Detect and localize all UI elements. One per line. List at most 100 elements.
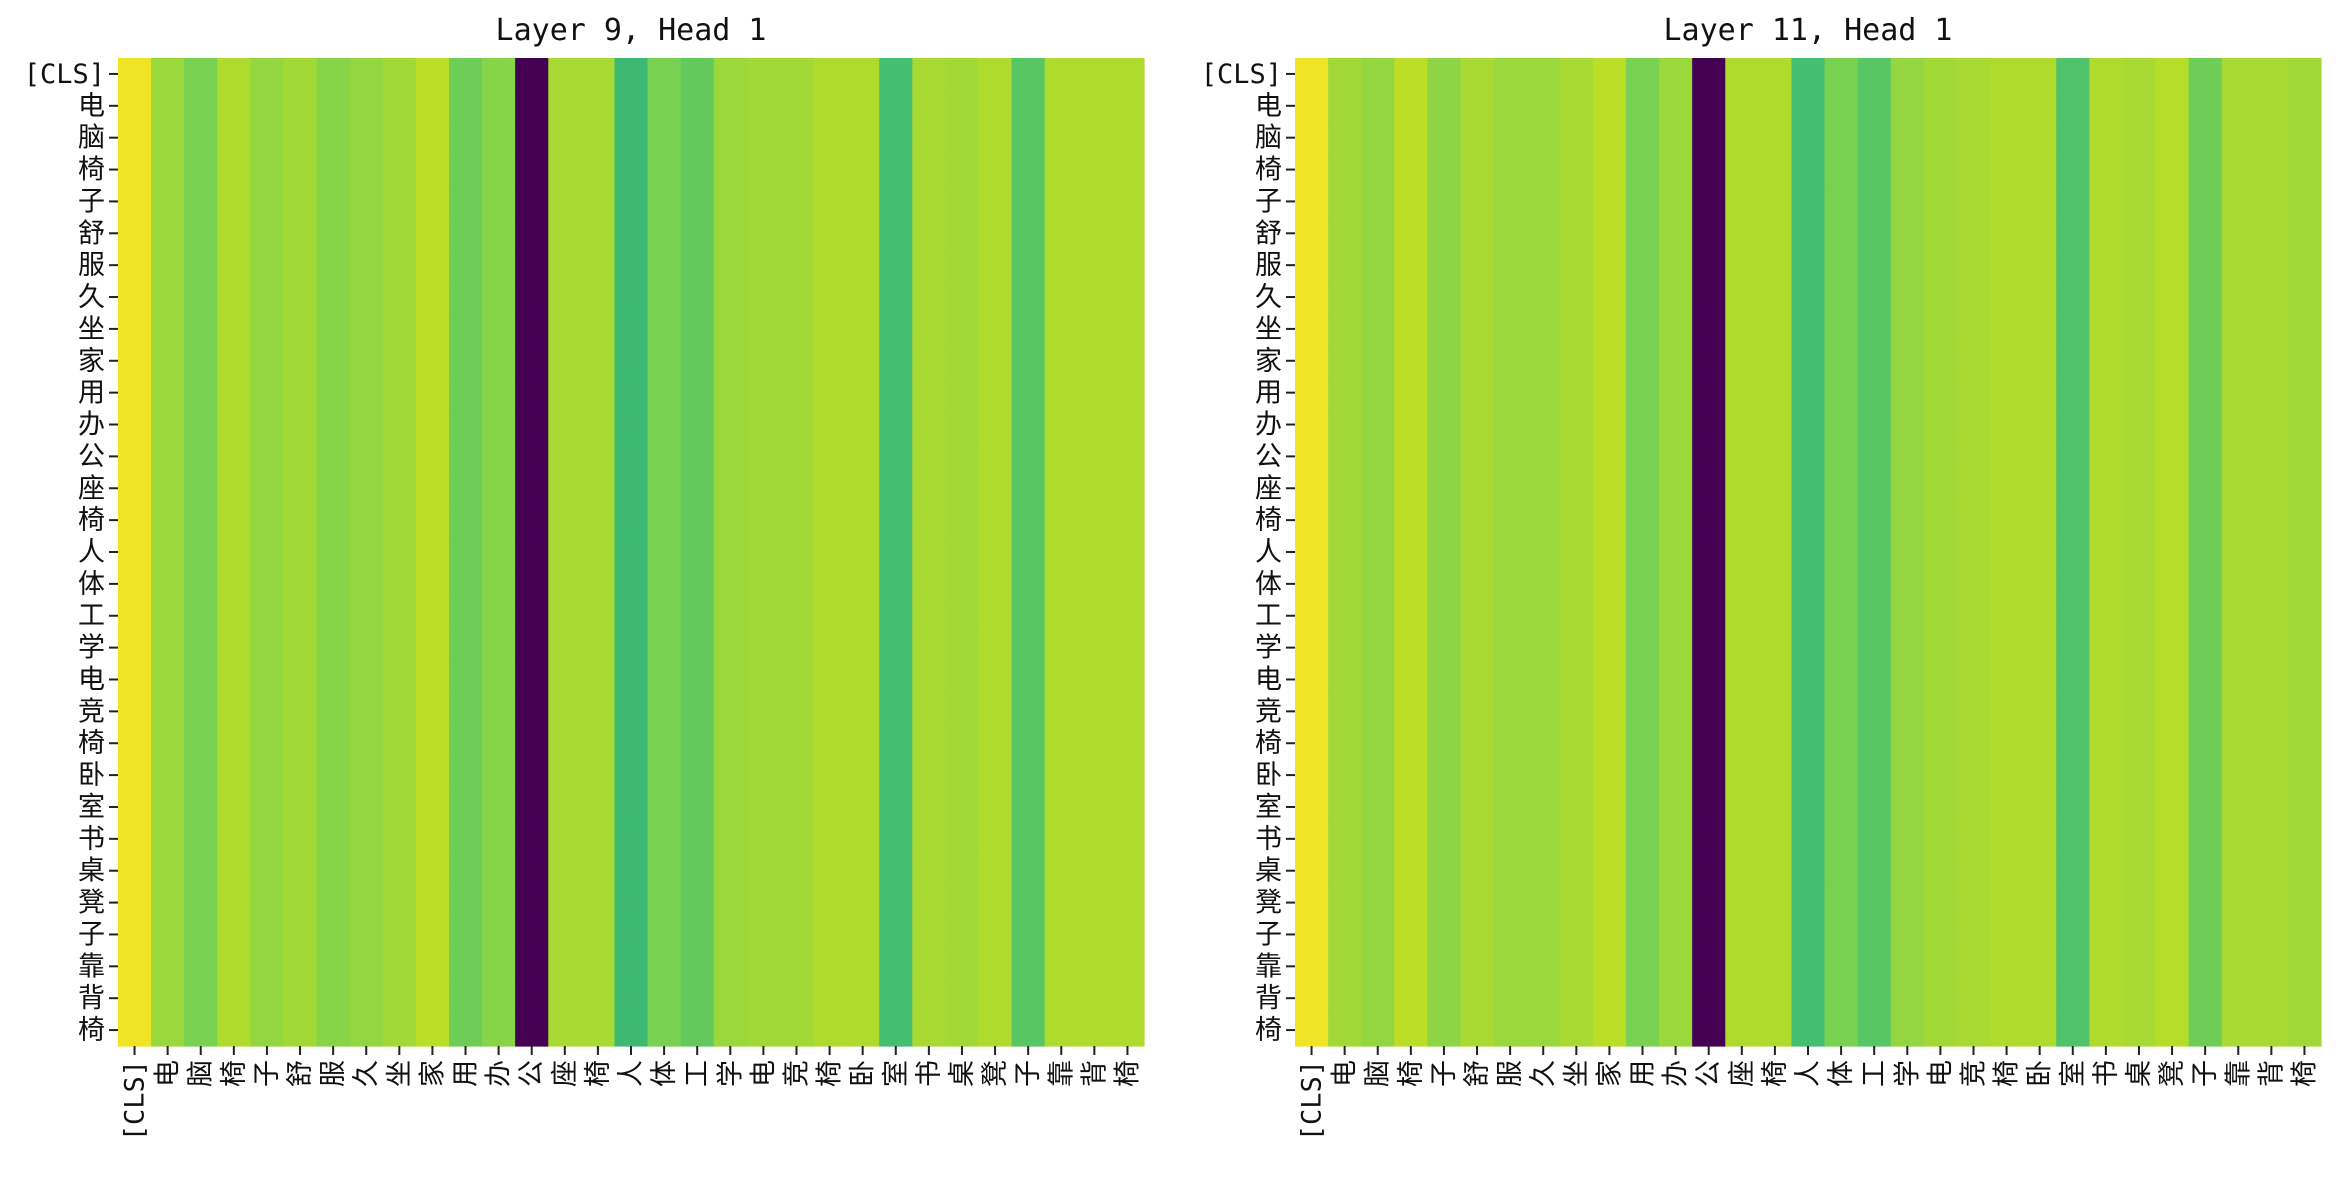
heatmap-cell	[846, 982, 880, 1015]
heatmap-cell	[548, 344, 582, 378]
heatmap-cell	[1427, 663, 1462, 697]
heatmap-cell	[1394, 854, 1428, 888]
heatmap-cell	[548, 822, 582, 856]
heatmap-cell	[1791, 886, 1826, 920]
heatmap-cell	[118, 344, 152, 378]
heatmap-cell	[118, 249, 152, 282]
heatmap-cell	[151, 599, 185, 633]
heatmap-cell	[680, 217, 715, 250]
heatmap-cell	[1526, 631, 1561, 665]
heatmap-cell	[184, 472, 218, 505]
heatmap-cell	[1295, 599, 1329, 633]
x-tick-label: 办	[484, 1060, 515, 1087]
heatmap-cell	[879, 950, 913, 983]
heatmap-cell	[680, 536, 715, 569]
heatmap-cell	[1077, 472, 1112, 505]
heatmap-cell	[813, 727, 847, 760]
heatmap-cell	[1295, 791, 1329, 824]
heatmap-cell	[945, 536, 980, 569]
heatmap-cell	[1659, 376, 1693, 410]
heatmap-cell	[1857, 153, 1892, 187]
heatmap-cell	[151, 982, 185, 1015]
y-tick-label: 书	[1255, 824, 1282, 855]
heatmap-cell	[1592, 504, 1627, 537]
heatmap-cell	[1956, 344, 1991, 378]
heatmap-cell	[1692, 950, 1726, 983]
heatmap-cell	[1394, 918, 1428, 951]
heatmap-cell	[316, 695, 351, 728]
heatmap-cell	[978, 1014, 1013, 1047]
heatmap-cell	[1044, 822, 1079, 856]
heatmap-cell	[614, 536, 649, 569]
heatmap-cell	[2155, 822, 2190, 856]
x-tick-label: 子	[252, 1060, 283, 1087]
heatmap-cell	[217, 185, 251, 218]
heatmap-cell	[2254, 982, 2289, 1015]
heatmap-cell	[1990, 791, 2024, 824]
heatmap-cell	[1460, 695, 1495, 728]
heatmap-cell	[2287, 376, 2322, 410]
heatmap-cell	[548, 504, 582, 537]
heatmap-cell	[1044, 58, 1079, 91]
heatmap-cell	[1758, 886, 1793, 920]
heatmap-cell	[217, 536, 251, 569]
heatmap-cell	[1692, 854, 1726, 888]
heatmap-cell	[713, 854, 748, 888]
heatmap-cell	[515, 599, 549, 633]
heatmap-cell	[1758, 631, 1793, 665]
heatmap-cell	[2089, 185, 2124, 218]
heatmap-cell	[1659, 536, 1693, 569]
heatmap-cell	[978, 854, 1013, 888]
heatmap-cell	[2287, 854, 2322, 888]
heatmap-cell	[1857, 791, 1892, 824]
x-tick-label: 坐	[1561, 1060, 1592, 1087]
heatmap-cell	[1990, 89, 2024, 123]
heatmap-cell	[746, 727, 781, 760]
heatmap-cell	[151, 918, 185, 951]
heatmap-cell	[1011, 599, 1046, 633]
heatmap-cell	[1460, 886, 1495, 920]
heatmap-cell	[1659, 89, 1693, 123]
heatmap-cell	[448, 440, 483, 473]
y-tick-label: 久	[78, 282, 105, 313]
heatmap-cell	[515, 854, 549, 888]
heatmap-cell	[713, 727, 748, 760]
heatmap-cell	[713, 695, 748, 728]
heatmap-cell	[1394, 249, 1428, 282]
heatmap-cell	[1526, 854, 1561, 888]
heatmap-cell	[1110, 567, 1145, 601]
heatmap-cell	[680, 599, 715, 633]
heatmap-cell	[1592, 153, 1627, 187]
heatmap-cell	[184, 440, 218, 473]
heatmap-cell	[382, 631, 417, 665]
heatmap-cell	[945, 217, 980, 250]
heatmap-cell	[1692, 121, 1726, 155]
heatmap-cell	[1857, 536, 1892, 569]
heatmap-cell	[813, 599, 847, 633]
heatmap-cell	[680, 822, 715, 856]
heatmap-cell	[1725, 89, 1759, 123]
heatmap-cell	[912, 408, 947, 442]
heatmap-cell	[945, 791, 980, 824]
heatmap-cell	[581, 440, 616, 473]
heatmap-cell	[1625, 950, 1660, 983]
heatmap-cell	[118, 950, 152, 983]
heatmap-cell	[217, 982, 251, 1015]
heatmap-cell	[614, 1014, 649, 1047]
heatmap-cell	[2221, 312, 2256, 346]
heatmap-cell	[978, 376, 1013, 410]
x-tick-label: 椅	[815, 1060, 846, 1087]
heatmap-cell	[1044, 1014, 1079, 1047]
heatmap-cell	[978, 89, 1013, 123]
heatmap-cell	[1592, 727, 1627, 760]
heatmap-cell	[2089, 249, 2124, 282]
heatmap-cell	[2122, 918, 2157, 951]
heatmap-cell	[1824, 727, 1859, 760]
heatmap-cell	[2221, 759, 2256, 792]
heatmap-cell	[548, 1014, 582, 1047]
heatmap-cell	[1791, 536, 1826, 569]
heatmap-cell	[2221, 695, 2256, 728]
heatmap-cell	[548, 791, 582, 824]
heatmap-cell	[448, 312, 483, 346]
heatmap-cell	[846, 121, 880, 155]
